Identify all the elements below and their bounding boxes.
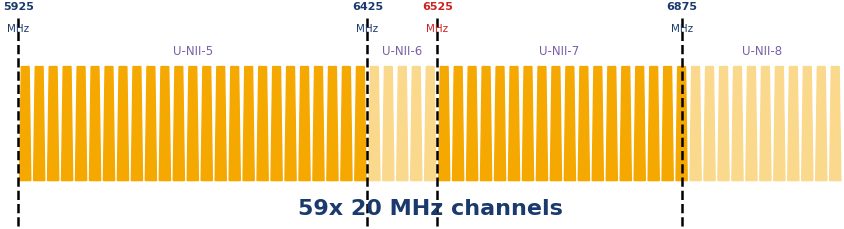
Text: 6875: 6875 xyxy=(665,2,696,11)
Polygon shape xyxy=(19,67,30,181)
Polygon shape xyxy=(745,67,756,181)
Polygon shape xyxy=(592,67,603,181)
Text: U-NII-8: U-NII-8 xyxy=(741,45,781,57)
Polygon shape xyxy=(549,67,560,181)
Text: MHz: MHz xyxy=(7,24,30,34)
Polygon shape xyxy=(690,67,701,181)
Polygon shape xyxy=(354,67,365,181)
Text: U-NII-5: U-NII-5 xyxy=(172,45,213,57)
Polygon shape xyxy=(647,67,658,181)
Polygon shape xyxy=(312,67,324,181)
Text: U-NII-6: U-NII-6 xyxy=(381,45,422,57)
Polygon shape xyxy=(605,67,617,181)
Polygon shape xyxy=(814,67,826,181)
Polygon shape xyxy=(131,67,143,181)
Polygon shape xyxy=(703,67,714,181)
Polygon shape xyxy=(466,67,477,181)
Polygon shape xyxy=(145,67,156,181)
Polygon shape xyxy=(438,67,449,181)
Polygon shape xyxy=(522,67,533,181)
Text: MHz: MHz xyxy=(356,24,378,34)
Polygon shape xyxy=(159,67,170,181)
Polygon shape xyxy=(117,67,128,181)
Polygon shape xyxy=(396,67,408,181)
Polygon shape xyxy=(633,67,645,181)
Polygon shape xyxy=(480,67,491,181)
Polygon shape xyxy=(284,67,295,181)
Polygon shape xyxy=(619,67,630,181)
Text: 6525: 6525 xyxy=(421,2,452,11)
Polygon shape xyxy=(243,67,254,181)
Polygon shape xyxy=(215,67,226,181)
Text: 5925: 5925 xyxy=(3,2,34,11)
Text: 6425: 6425 xyxy=(351,2,382,11)
Polygon shape xyxy=(410,67,421,181)
Polygon shape xyxy=(340,67,352,181)
Polygon shape xyxy=(75,67,87,181)
Polygon shape xyxy=(717,67,728,181)
Polygon shape xyxy=(759,67,770,181)
Polygon shape xyxy=(731,67,742,181)
Polygon shape xyxy=(494,67,505,181)
Polygon shape xyxy=(787,67,798,181)
Polygon shape xyxy=(662,67,673,181)
Polygon shape xyxy=(173,67,184,181)
Polygon shape xyxy=(508,67,519,181)
Polygon shape xyxy=(34,67,45,181)
Text: 59x 20 MHz channels: 59x 20 MHz channels xyxy=(297,198,562,218)
Polygon shape xyxy=(368,67,380,181)
Polygon shape xyxy=(229,67,240,181)
Polygon shape xyxy=(829,67,840,181)
Polygon shape xyxy=(187,67,198,181)
Polygon shape xyxy=(47,67,58,181)
Polygon shape xyxy=(564,67,575,181)
Polygon shape xyxy=(257,67,268,181)
Polygon shape xyxy=(425,67,436,181)
Polygon shape xyxy=(271,67,282,181)
Polygon shape xyxy=(536,67,547,181)
Text: U-NII-7: U-NII-7 xyxy=(538,45,579,57)
Polygon shape xyxy=(327,67,338,181)
Polygon shape xyxy=(801,67,812,181)
Polygon shape xyxy=(299,67,310,181)
Polygon shape xyxy=(62,67,73,181)
Polygon shape xyxy=(773,67,784,181)
Text: MHz: MHz xyxy=(425,24,447,34)
Polygon shape xyxy=(577,67,589,181)
Text: MHz: MHz xyxy=(670,24,692,34)
Polygon shape xyxy=(103,67,115,181)
Polygon shape xyxy=(452,67,463,181)
Polygon shape xyxy=(89,67,100,181)
Polygon shape xyxy=(675,67,686,181)
Polygon shape xyxy=(201,67,212,181)
Polygon shape xyxy=(382,67,393,181)
